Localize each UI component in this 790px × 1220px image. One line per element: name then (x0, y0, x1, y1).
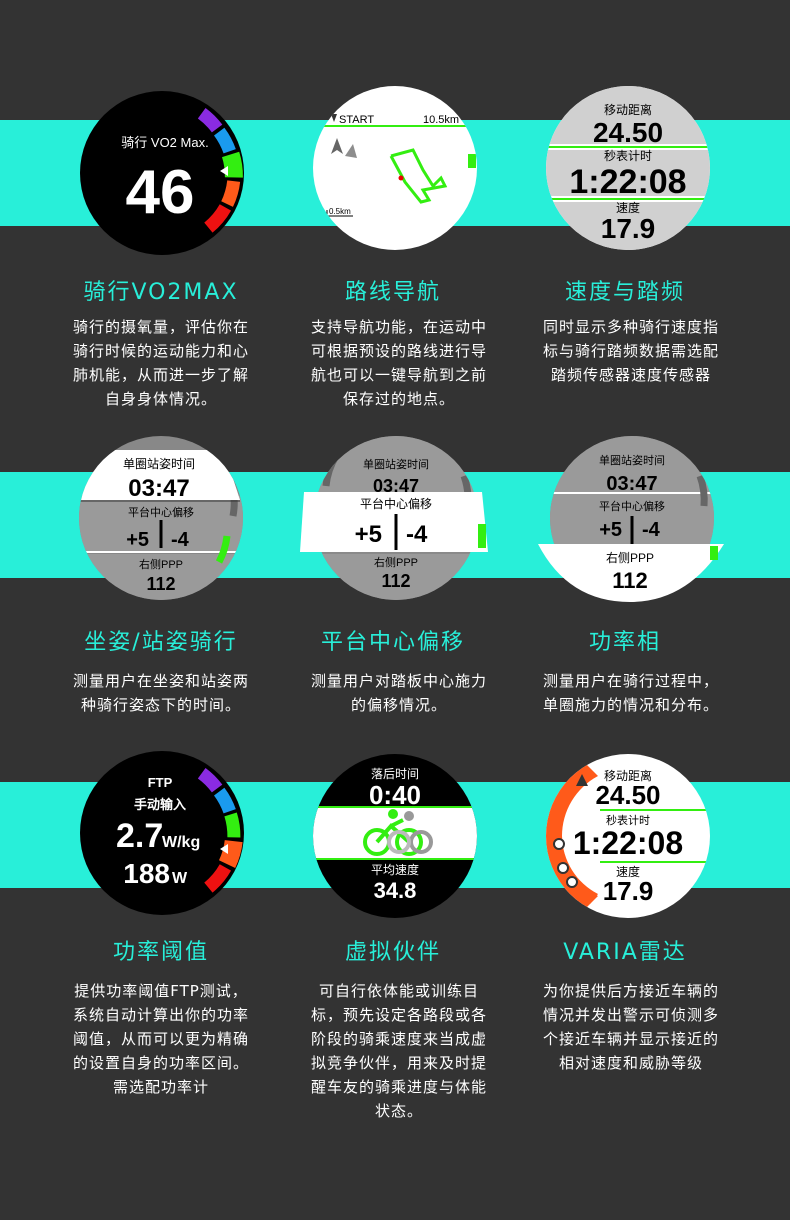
ss-value-3: 112 (146, 574, 175, 594)
ftp-value: 2.7 (116, 817, 163, 855)
watch-seated-standing: 平台中心偏移 +5 -4 右侧PPP 112 单圈站姿时间 03:47 (79, 436, 243, 600)
feature-desc-ftp: 提供功率阈值FTP测试，系统自动计算出你的功率阈值，从而可以更为精确的设置自身的… (72, 982, 249, 1096)
feature-title-varia-radar: VARIA雷达 (563, 940, 687, 965)
compass-arrow-icon (331, 138, 343, 154)
speed-label-2: 秒表计时 (604, 149, 652, 163)
pco-value-3: 112 (381, 571, 410, 591)
feature-desc-vo2max: 骑行的摄氧量，评估你在骑行时候的运动能力和心肺机能，从而进一步了解自身身体情况。 (72, 318, 249, 408)
radar-label-3: 速度 (616, 864, 640, 879)
vp-label-1: 落后时间 (371, 767, 419, 781)
pco-label-1: 单圈站姿时间 (363, 457, 429, 471)
pco-left: +5 (355, 521, 382, 548)
feature-desc-varia-radar: 为你提供后方接近车辆的情况并发出警示可侦测多个接近车辆并显示接近的相对速度和威胁… (542, 982, 719, 1072)
speed-value-3: 17.9 (601, 213, 656, 244)
feature-desc-pco: 测量用户对踏板中心施力的偏移情况。 (310, 672, 487, 714)
watch-speed: 移动距离 24.50 秒表计时 1:22:08 速度 17.9 (546, 86, 710, 250)
feature-title-ftp: 功率阈值 (112, 940, 209, 965)
speed-label-1: 移动距离 (604, 102, 652, 117)
radar-vehicle-icon (553, 838, 565, 850)
feature-desc-virtual-partner: 可自行依体能或训练目标，预先设定各路段或各阶段的骑乘速度来当成虚拟竞争伙伴，用来… (310, 982, 487, 1120)
ftp-label-1: FTP (148, 775, 173, 790)
feature-desc-seated-standing: 测量用户在坐姿和站姿两种骑行姿态下的时间。 (72, 672, 249, 714)
cyclist-icon (363, 818, 433, 856)
pp-label-2: 平台中心偏移 (599, 499, 665, 513)
position-arrow-icon (345, 144, 357, 158)
speed-value-1: 24.50 (593, 117, 663, 148)
ss-right: -4 (171, 529, 190, 551)
watch-varia-radar: 移动距离 24.50 秒表计时 1:22:08 速度 17.9 (546, 754, 710, 918)
radar-label-2: 秒表计时 (606, 813, 650, 827)
ss-left: +5 (126, 529, 149, 551)
watch-ftp: FTP 手动输入 2.7 W/kg 188 W (80, 751, 244, 915)
watch-pco: 单圈站姿时间 03:47 右侧PPP 112 平台中心偏移 +5 -4 (296, 436, 496, 600)
pp-right: -4 (642, 519, 661, 541)
radar-value-2: 1:22:08 (573, 825, 683, 861)
radar-value-3: 17.9 (603, 876, 654, 906)
radar-vehicle-icon (557, 862, 569, 874)
vo2-value: 46 (126, 158, 195, 227)
ss-label-3: 右侧PPP (139, 557, 183, 571)
speed-label-3: 速度 (616, 200, 640, 215)
feature-title-seated-standing: 坐姿/站姿骑行 (84, 630, 238, 655)
radar-label-1: 移动距离 (604, 768, 652, 783)
watch-virtual-partner: 落后时间 0:40 平均速度 34.8 (313, 754, 477, 918)
pp-value-1: 03:47 (606, 473, 657, 495)
speed-value-2: 1:22:08 (569, 163, 686, 201)
pco-value-1: 03:47 (373, 476, 419, 496)
ftp-unit: W/kg (162, 834, 200, 851)
start-flag-icon (331, 114, 337, 122)
pco-label-2: 平台中心偏移 (360, 496, 432, 511)
ftp-watts: 188 (123, 858, 170, 889)
pp-left: +5 (599, 519, 622, 541)
ss-label-2: 平台中心偏移 (128, 505, 194, 519)
ss-value-1: 03:47 (128, 475, 189, 502)
feature-title-speed: 速度与踏频 (564, 280, 685, 305)
nav-start-label: START (339, 114, 374, 126)
feature-title-pco: 平台中心偏移 (320, 630, 465, 655)
pp-label-1: 单圈站姿时间 (599, 453, 665, 467)
feature-desc-speed: 同时显示多种骑行速度指标与骑行踏频数据需选配踏频传感器速度传感器 (542, 318, 719, 384)
feature-title-virtual-partner: 虚拟伙伴 (344, 940, 441, 965)
radar-vehicle-icon (566, 876, 578, 888)
ftp-label-2: 手动输入 (134, 797, 186, 812)
ftp-watts-unit: W (172, 870, 188, 887)
zone-pointer-icon (220, 844, 228, 854)
radar-arrow-icon (576, 774, 588, 786)
vo2-label: 骑行 VO2 Max. (121, 135, 208, 150)
feature-title-vo2max: 骑行VO2MAX (83, 280, 239, 305)
ss-label-1: 单圈站姿时间 (123, 457, 195, 471)
zone-pointer-icon (220, 166, 228, 176)
feature-title-power-phase: 功率相 (588, 630, 661, 655)
nav-scale: 0.5km (329, 207, 351, 216)
watch-vo2max: 骑行 VO2 Max. 46 (80, 91, 244, 255)
watch-navigation: START 10.5km 0.5km (313, 86, 477, 250)
vp-value-2: 34.8 (374, 878, 417, 903)
vp-label-2: 平均速度 (371, 862, 419, 877)
watch-power-phase: 单圈站姿时间 03:47 平台中心偏移 +5 -4 右侧PPP 112 (538, 436, 728, 602)
feature-desc-power-phase: 测量用户在骑行过程中，单圈施力的情况和分布。 (542, 672, 719, 714)
pp-label-3: 右侧PPP (606, 550, 654, 565)
pco-right: -4 (406, 521, 428, 548)
pp-value-3: 112 (612, 568, 648, 593)
pco-label-3: 右侧PPP (374, 555, 418, 569)
nav-distance: 10.5km (423, 114, 459, 126)
vp-value-1: 0:40 (369, 780, 421, 810)
feature-title-navigation: 路线导航 (344, 280, 441, 305)
radar-value-1: 24.50 (595, 780, 660, 810)
feature-desc-navigation: 支持导航功能，在运动中可根据预设的路线进行导航也可以一键导航到之前保存过的地点。 (310, 318, 487, 408)
